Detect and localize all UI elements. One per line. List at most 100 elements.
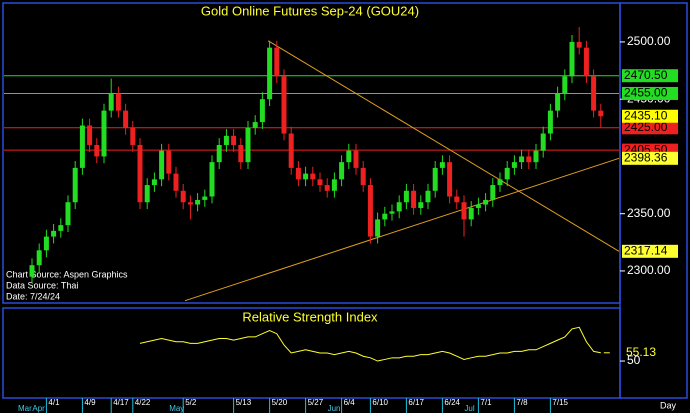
candle-body bbox=[65, 202, 71, 226]
candle-body bbox=[562, 76, 568, 94]
note: Data Source: Thai bbox=[6, 280, 78, 290]
candle-body bbox=[130, 127, 136, 145]
candle-body bbox=[569, 41, 575, 77]
month-label: May bbox=[169, 404, 184, 413]
candle-body bbox=[187, 202, 193, 205]
trendline-label-box bbox=[622, 244, 678, 258]
candle-body bbox=[274, 47, 280, 77]
candle-body bbox=[497, 179, 503, 186]
candle-body bbox=[223, 135, 229, 145]
candle-body bbox=[576, 41, 582, 48]
x-tick-label: 7/1 bbox=[480, 398, 492, 407]
x-tick-label: 5/13 bbox=[236, 398, 252, 407]
candle-body bbox=[137, 144, 143, 203]
x-tick-label: 6/4 bbox=[344, 398, 356, 407]
candle-body bbox=[29, 265, 35, 277]
month-label: Apr bbox=[32, 404, 45, 413]
candle-body bbox=[310, 173, 316, 180]
candle-body bbox=[195, 199, 201, 205]
candle-body bbox=[396, 202, 402, 212]
rsi-line bbox=[139, 326, 601, 362]
y-tick-label: 50 bbox=[627, 353, 641, 367]
candle-body bbox=[598, 110, 604, 117]
candle-body bbox=[375, 219, 381, 237]
candle-body bbox=[382, 213, 388, 220]
x-tick-label: 6/10 bbox=[372, 398, 388, 407]
level-label-box bbox=[622, 69, 678, 83]
x-tick-label: 6/24 bbox=[444, 398, 460, 407]
x-tick-label: 5/2 bbox=[185, 398, 197, 407]
candle-body bbox=[267, 47, 273, 100]
candle-body bbox=[58, 225, 64, 231]
candle-body bbox=[324, 185, 330, 191]
note: Chart Source: Aspen Graphics bbox=[6, 269, 128, 279]
candle-body bbox=[490, 185, 496, 200]
x-tick-label: 6/17 bbox=[408, 398, 424, 407]
trendline-label-box bbox=[622, 151, 678, 165]
level-label: 2425.00 bbox=[624, 120, 668, 134]
candle-body bbox=[281, 76, 287, 134]
candle-body bbox=[483, 199, 489, 205]
candle-body bbox=[432, 167, 438, 191]
candle-body bbox=[202, 196, 208, 200]
x-tick-label: 4/17 bbox=[113, 398, 129, 407]
candle-body bbox=[108, 93, 114, 111]
candle-body bbox=[353, 150, 359, 168]
candle-body bbox=[295, 167, 301, 180]
x-tick-label: 5/27 bbox=[308, 398, 324, 407]
level-label-box bbox=[622, 121, 678, 135]
candle-body bbox=[36, 250, 42, 266]
level-label: 2455.00 bbox=[624, 86, 668, 100]
x-tick-label: 7/8 bbox=[516, 398, 528, 407]
candle-body bbox=[51, 230, 57, 237]
x-tick-label: 5/20 bbox=[272, 398, 288, 407]
candle-body bbox=[79, 125, 85, 168]
candle-body bbox=[151, 179, 157, 186]
candle-body bbox=[367, 185, 373, 237]
candle-body bbox=[526, 156, 532, 163]
x-unit-label: Day bbox=[660, 400, 677, 410]
candle-body bbox=[94, 144, 100, 157]
candle-body bbox=[216, 144, 222, 163]
note: Date: 7/24/24 bbox=[6, 291, 60, 301]
candle-body bbox=[101, 110, 107, 157]
last-price-label: 2435.10 bbox=[624, 108, 668, 122]
candle-body bbox=[504, 167, 510, 180]
candle-body bbox=[454, 196, 460, 203]
month-label: Jul bbox=[464, 404, 474, 413]
candle-body bbox=[144, 185, 150, 203]
candle-body bbox=[475, 204, 481, 208]
trendline bbox=[184, 157, 620, 302]
candle-body bbox=[555, 93, 561, 111]
candle-body bbox=[159, 150, 165, 180]
candle-body bbox=[425, 190, 431, 203]
y-tick-label: 2350.00 bbox=[627, 206, 671, 220]
candle-body bbox=[418, 202, 424, 208]
candle-body bbox=[317, 179, 323, 186]
candle-body bbox=[166, 150, 172, 174]
candle-body bbox=[360, 167, 366, 186]
candle-body bbox=[411, 190, 417, 208]
level-label-box bbox=[622, 86, 678, 100]
y-tick-label: 2500.00 bbox=[627, 34, 671, 48]
candle-body bbox=[439, 162, 445, 168]
candle-body bbox=[468, 207, 474, 220]
candle-body bbox=[511, 162, 517, 168]
trendline bbox=[267, 40, 620, 252]
candle-body bbox=[533, 150, 539, 163]
candle-body bbox=[245, 127, 251, 163]
candle-body bbox=[43, 236, 49, 251]
candle-body bbox=[540, 133, 546, 151]
candle-body bbox=[209, 162, 215, 197]
chart-title: Gold Online Futures Sep-24 (GOU24) bbox=[201, 3, 419, 18]
x-tick-label: 4/1 bbox=[48, 398, 60, 407]
trendline-label: 2317.14 bbox=[624, 243, 668, 257]
rsi-title: Relative Strength Index bbox=[242, 309, 378, 324]
rsi-last-label: 55.13 bbox=[626, 345, 656, 359]
candle-body bbox=[389, 211, 395, 214]
candle-body bbox=[180, 190, 186, 203]
x-tick-label: 4/9 bbox=[84, 398, 96, 407]
